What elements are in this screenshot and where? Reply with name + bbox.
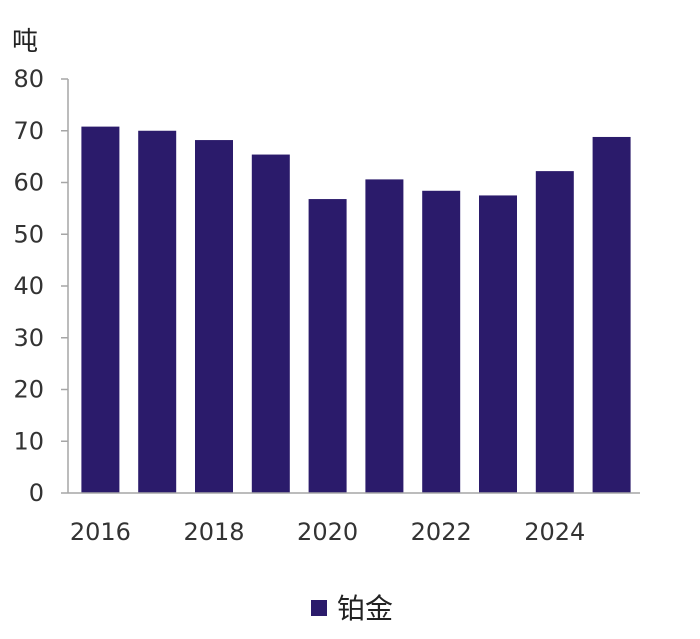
x-tick-label: 2022 [411,518,472,546]
y-axis: 0 10 20 30 40 50 60 70 80 [13,65,69,507]
legend-swatch [311,600,327,616]
x-tick-label: 2016 [70,518,131,546]
x-axis: 2016 2018 2020 2022 2024 [68,492,640,546]
y-tick-label: 20 [13,376,44,404]
y-tick-label: 80 [13,65,44,93]
bar-2023 [479,195,517,493]
bar-2017 [138,130,177,493]
bar-2018 [195,140,233,493]
x-tick-label: 2020 [297,518,358,546]
x-tick-label: 2018 [183,518,244,546]
bar-2016 [81,126,120,494]
y-tick-label: 0 [29,479,44,507]
y-tick-label: 70 [13,117,44,145]
x-tick-label: 2024 [524,518,585,546]
bar-2022 [422,190,461,493]
bar-2025 [592,136,631,493]
legend: 铂金 [311,592,393,625]
bars [81,126,631,494]
y-tick-label: 10 [13,427,44,455]
bar-2024 [535,171,574,494]
y-tick-label: 40 [13,272,44,300]
y-axis-unit-label: 吨 [12,27,38,57]
y-tick-label: 60 [13,169,44,197]
bar-2019 [251,154,290,493]
y-tick-label: 30 [13,324,44,352]
y-tick-label: 50 [13,220,44,248]
bar-2021 [365,179,404,493]
legend-label: 铂金 [337,592,393,625]
bar-2020 [308,199,347,493]
